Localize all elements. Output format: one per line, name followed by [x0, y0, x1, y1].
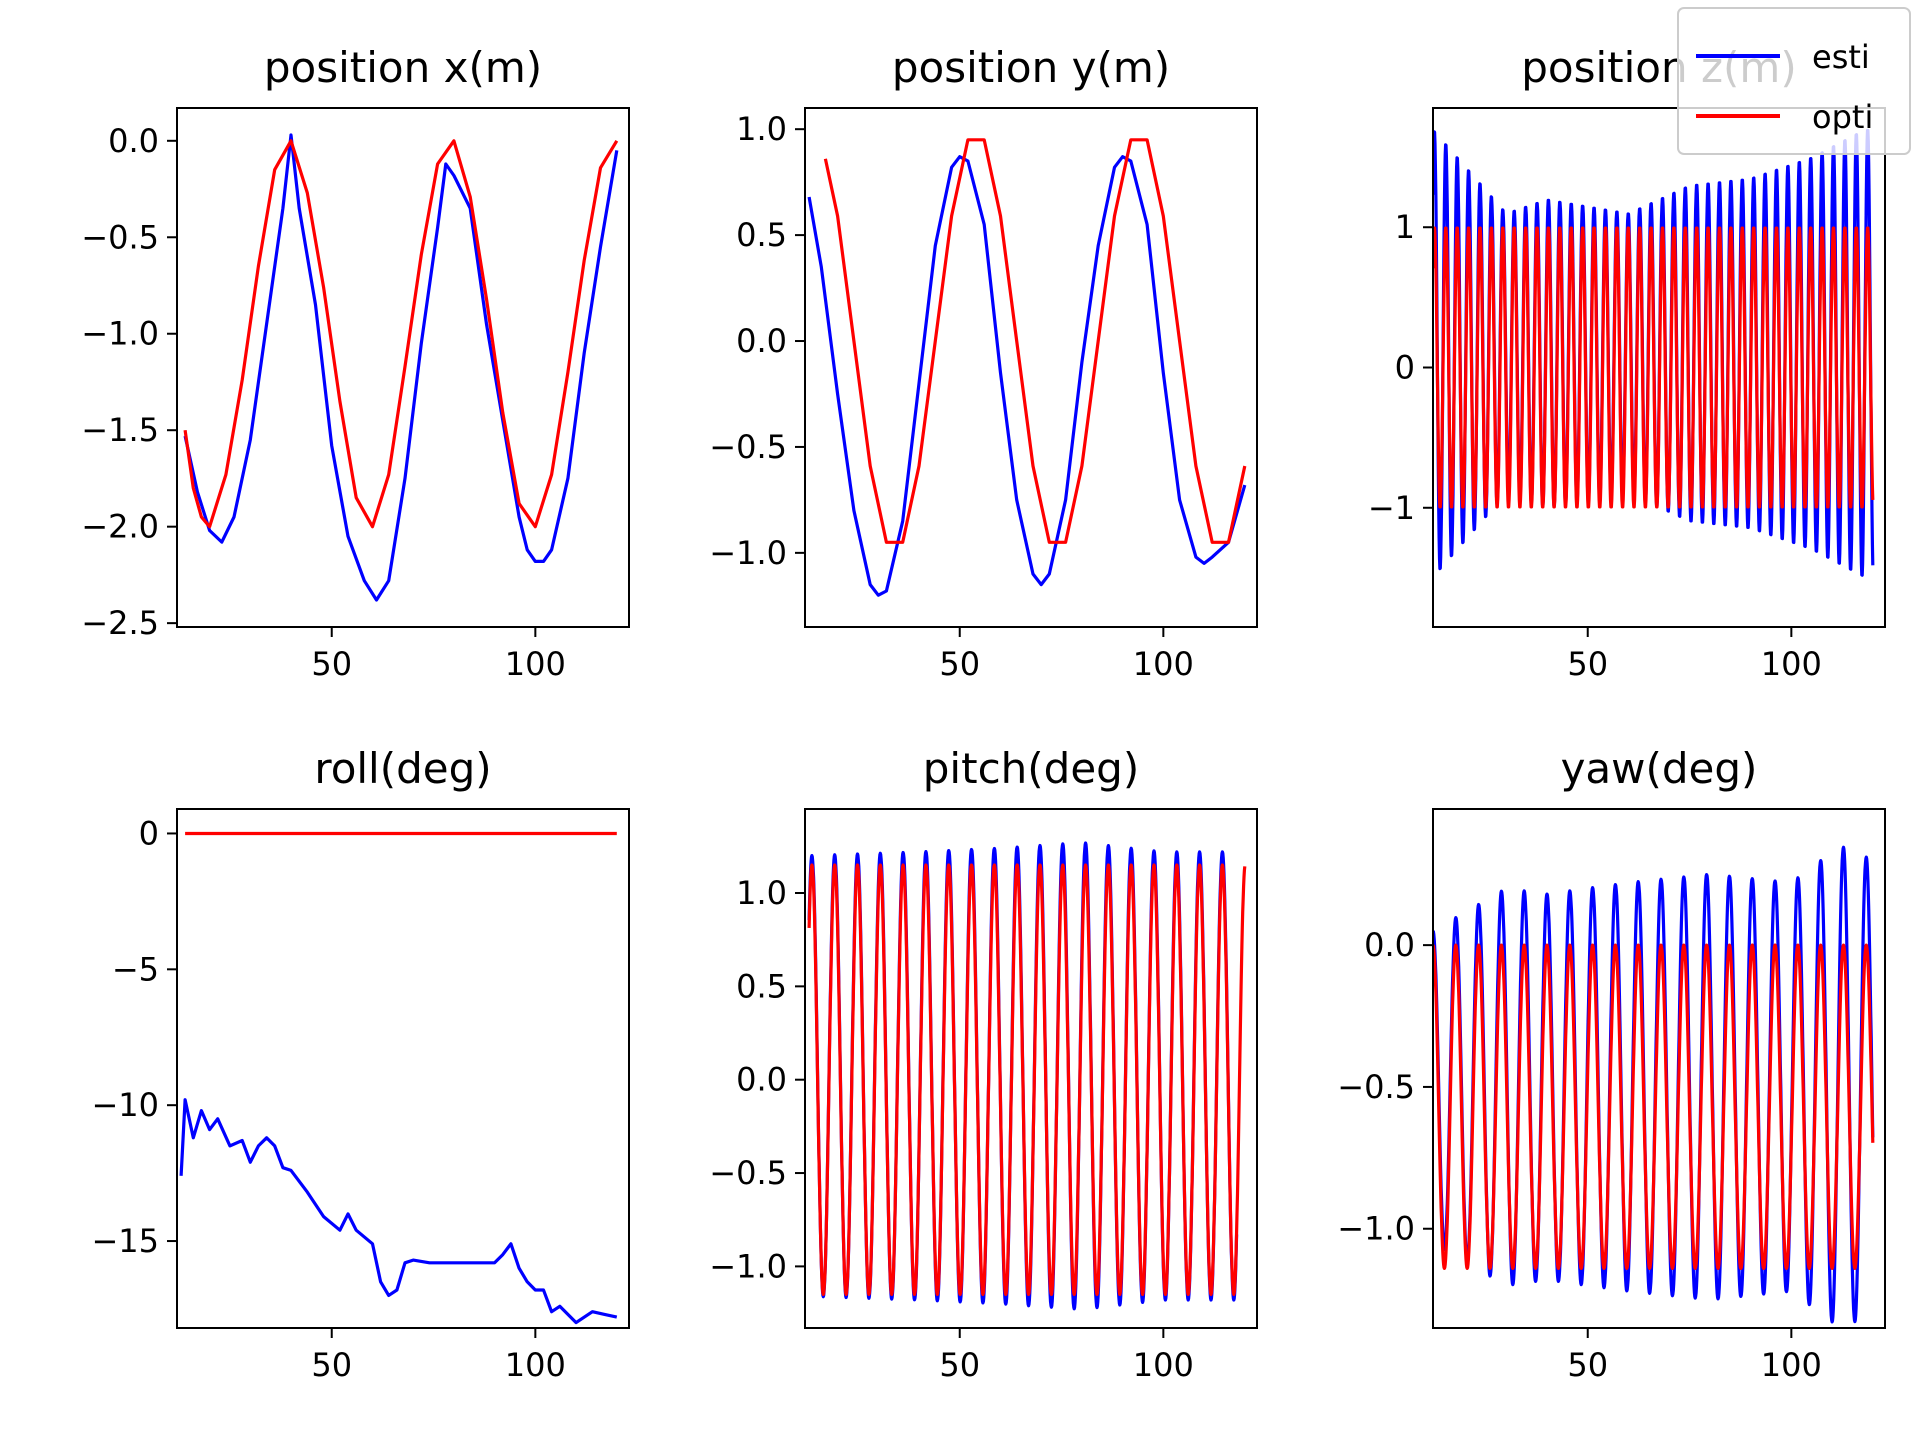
x-tick-label: 50 — [939, 645, 980, 683]
axes-frame-yaw-deg — [1432, 808, 1886, 1329]
y-tick-label: 0.5 — [736, 216, 787, 254]
subplot-title-pitch-deg: pitch(deg) — [923, 744, 1139, 793]
x-tick-label: 50 — [1567, 645, 1608, 683]
series-line-opti-pitch-deg — [807, 863, 1247, 1296]
y-tick-label: 0.0 — [736, 322, 787, 360]
subplot-title-position-y-m: position y(m) — [892, 43, 1170, 92]
y-tick-label: 0 — [1395, 349, 1415, 387]
y-tick-label: 0 — [139, 814, 159, 852]
subplot-title-yaw-deg: yaw(deg) — [1561, 744, 1758, 793]
x-tick-label: 100 — [1133, 1346, 1194, 1384]
subplot-yaw-deg: 50 100 0.0 −0.5 −1.0 yaw(deg) — [1337, 744, 1886, 1384]
subplot-title-position-x-m: position x(m) — [264, 43, 542, 92]
y-tick-label: 0.0 — [108, 122, 159, 160]
y-tick-label: −0.5 — [81, 218, 159, 256]
y-tick-label: −2.5 — [81, 604, 159, 642]
y-tick-label: 1.0 — [736, 874, 787, 912]
subplot-title-roll-deg: roll(deg) — [314, 744, 491, 793]
x-tick-label: 100 — [1133, 645, 1194, 683]
series-line-esti-roll-deg — [179, 1098, 618, 1325]
x-tick-label: 100 — [505, 1346, 566, 1384]
x-tick-label: 100 — [1761, 645, 1822, 683]
y-tick-label: −0.5 — [709, 1154, 787, 1192]
x-tick-label: 50 — [939, 1346, 980, 1384]
y-tick-label: 0.0 — [1364, 926, 1415, 964]
y-tick-label: −5 — [112, 950, 159, 988]
series-line-esti-position-x-m — [183, 133, 619, 602]
x-tick-label: 50 — [311, 1346, 352, 1384]
series-line-opti-position-y-m — [823, 138, 1247, 544]
y-tick-label: 0.0 — [736, 1061, 787, 1099]
y-tick-label: −2.0 — [81, 508, 159, 546]
subplot-roll-deg: 50 100 0 −5 −10 −15 roll(deg) — [91, 744, 630, 1384]
y-tick-label: 1 — [1395, 208, 1415, 246]
y-tick-label: −0.5 — [709, 428, 787, 466]
series-line-esti-position-y-m — [807, 155, 1247, 597]
series-line-opti-position-x-m — [183, 139, 619, 529]
subplot-position-y-m: 50 100 1.0 0.5 0.0 −0.5 −1.0 position y(m) — [709, 43, 1258, 683]
axes-frame-roll-deg — [176, 808, 630, 1329]
y-tick-label: −15 — [91, 1222, 159, 1260]
legend-label-opti: opti — [1812, 98, 1873, 136]
subplot-pitch-deg: 50 100 1.0 0.5 0.0 −0.5 −1.0 pitch(deg) — [709, 744, 1258, 1384]
subplot-position-x-m: 50 100 0.0 −0.5 −1.0 −1.5 −2.0 −2.5 position x(m… — [81, 43, 630, 683]
axes-frame-pitch-deg — [804, 808, 1258, 1329]
axes-frame-position-y-m — [804, 107, 1258, 628]
y-tick-label: −1.0 — [709, 534, 787, 572]
x-tick-label: 50 — [311, 645, 352, 683]
x-tick-label: 100 — [1761, 1346, 1822, 1384]
y-tick-label: −0.5 — [1337, 1068, 1415, 1106]
x-tick-label: 50 — [1567, 1346, 1608, 1384]
legend-frame — [1677, 7, 1911, 155]
y-tick-label: −1 — [1368, 489, 1415, 527]
axes-frame-position-x-m — [176, 107, 630, 628]
x-tick-label: 100 — [505, 645, 566, 683]
y-tick-label: −1.5 — [81, 411, 159, 449]
series-line-opti-yaw-deg — [1433, 943, 1875, 1270]
y-tick-label: −1.0 — [81, 315, 159, 353]
legend: esti opti — [1677, 7, 1911, 155]
y-tick-label: 0.5 — [736, 967, 787, 1005]
y-tick-label: −10 — [91, 1086, 159, 1124]
series-line-opti-position-z-m — [1433, 226, 1875, 509]
y-tick-label: −1.0 — [1337, 1210, 1415, 1248]
legend-label-esti: esti — [1812, 38, 1870, 76]
y-tick-label: 1.0 — [736, 110, 787, 148]
y-tick-label: −1.0 — [709, 1247, 787, 1285]
